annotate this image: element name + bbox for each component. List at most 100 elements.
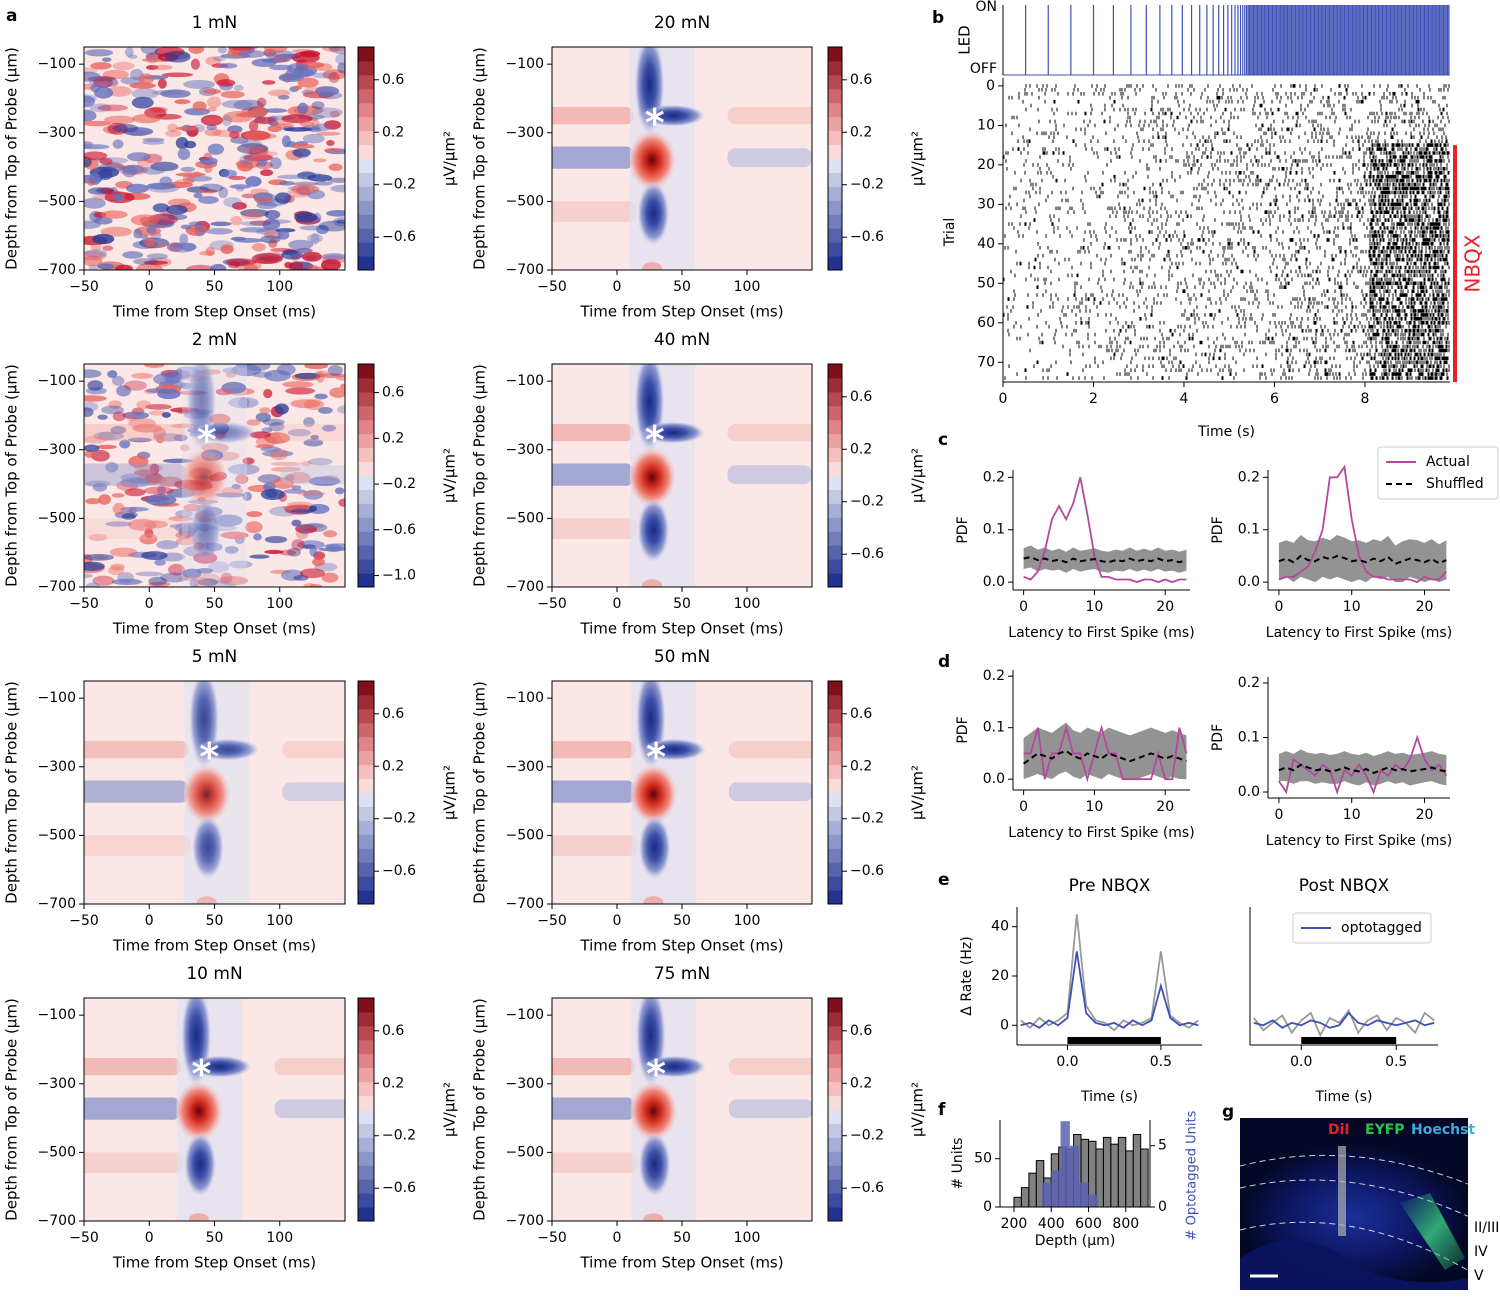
heatmap-texture	[205, 227, 233, 235]
y-tick-label: −100	[38, 1007, 76, 1023]
heatmap-texture	[243, 130, 271, 141]
x-tick-label: 20	[1156, 599, 1174, 615]
heatmap-blob	[642, 1055, 707, 1078]
heatmap-blob	[643, 896, 664, 904]
heatmap-texture	[218, 186, 229, 199]
heatmap-texture	[89, 76, 119, 88]
x-tick-label: 600	[1075, 1216, 1102, 1232]
heatmap-texture	[84, 220, 101, 229]
heatmap-texture	[165, 204, 188, 215]
colorbar-step	[358, 545, 374, 560]
y-tick-label: −300	[38, 442, 76, 458]
stimulus-bar	[1301, 1037, 1397, 1044]
heatmap-texture	[175, 126, 200, 131]
colorbar-step	[358, 1025, 374, 1041]
colorbar-step	[358, 862, 374, 877]
colorbar-step	[358, 750, 374, 766]
heatmap-blob	[192, 421, 257, 444]
heatmap-blob	[191, 815, 224, 880]
heatmap-texture	[236, 143, 269, 155]
colorbar-step	[828, 172, 842, 187]
heatmap-texture	[308, 476, 341, 486]
colorbar-step	[828, 377, 842, 393]
y-tick-label: 0.2	[382, 124, 404, 140]
colorbar-step	[828, 433, 842, 449]
x-axis-title: Time (s)	[1197, 424, 1255, 440]
heatmap-texture	[228, 175, 247, 180]
x-axis-title: Latency to First Spike (ms)	[1008, 625, 1194, 641]
colorbar-step	[358, 47, 374, 62]
heatmap-texture	[84, 444, 100, 452]
y2-axis-title: # Optotagged Units	[1185, 1110, 1200, 1240]
heatmap-texture	[228, 397, 259, 409]
heatmap-texture	[192, 101, 207, 111]
heatmap-texture	[301, 461, 312, 467]
heatmap-texture	[307, 189, 325, 200]
y-tick-label: −0.6	[382, 229, 416, 245]
heatmap-texture	[281, 250, 304, 260]
heatmap-texture	[297, 102, 309, 114]
colorbar-step	[358, 1109, 374, 1124]
y-axis-title: Depth from Top of Probe (μm)	[3, 681, 21, 904]
heatmap-blob	[194, 579, 215, 587]
heatmap-blob	[187, 1055, 252, 1078]
x-tick-label: 100	[734, 596, 761, 612]
heatmap-texture	[130, 214, 160, 226]
x-tick-label: 100	[734, 279, 761, 295]
heatmap-texture	[292, 185, 320, 194]
heatmap-texture	[122, 165, 137, 178]
heatmap-texture	[240, 208, 270, 218]
x-axis-title: Time from Step Onset (ms)	[579, 303, 783, 321]
colorbar-step	[358, 1123, 374, 1138]
chart-title: 20 mN	[654, 13, 710, 33]
heatmap-texture	[180, 444, 190, 452]
heatmap-texture	[160, 89, 191, 98]
colorbar-step	[828, 1165, 842, 1180]
heatmap-texture	[88, 533, 108, 542]
colorbar-step	[358, 806, 374, 821]
heatmap-band	[84, 1097, 181, 1120]
heatmap-texture	[257, 158, 268, 167]
y-axis-title: PDF	[1210, 724, 1226, 751]
heatmap-blob	[638, 815, 671, 880]
x-axis-title: Time (s)	[1080, 1089, 1138, 1105]
heatmap-texture	[119, 506, 149, 512]
heatmap-texture	[84, 369, 102, 379]
heatmap-texture	[136, 263, 163, 270]
heatmap-texture	[198, 195, 219, 204]
y-axis-title: # Units	[950, 1138, 966, 1190]
layer-boundary	[1240, 1179, 1468, 1217]
colorbar-step	[358, 228, 374, 243]
heatmap-texture	[304, 364, 329, 370]
heatmap-texture	[282, 381, 314, 388]
heatmap-texture	[112, 61, 135, 71]
x-tick-label: 20	[1416, 599, 1434, 615]
colorbar-step	[828, 764, 842, 780]
heatmap-texture	[264, 369, 291, 382]
colorbar-step	[358, 876, 374, 891]
heatmap-texture	[220, 90, 245, 99]
heatmap-texture	[112, 502, 126, 515]
x-tick-label: 0	[145, 913, 154, 929]
y-tick-label: −300	[38, 759, 76, 775]
heatmap-texture	[322, 47, 345, 52]
colorbar-frame	[827, 997, 843, 1222]
heatmap-texture	[228, 560, 253, 569]
y-tick-label: 0.6	[850, 72, 872, 88]
heatmap-texture	[243, 153, 274, 162]
x-tick-label: 0	[145, 1230, 154, 1246]
colorbar-step	[358, 1151, 374, 1166]
heatmap-texture	[228, 261, 241, 269]
heatmap-texture	[154, 47, 185, 58]
colorbar-step	[358, 214, 374, 229]
chart-title: 40 mN	[654, 330, 710, 350]
heatmap-texture	[128, 54, 138, 59]
y-tick-label: 0.2	[1238, 675, 1260, 691]
heatmap-texture	[245, 364, 271, 371]
heatmap-texture	[112, 139, 124, 149]
x-tick-label: 20	[1156, 799, 1174, 815]
heatmap-texture	[194, 225, 206, 237]
histogram-bar	[1079, 1182, 1089, 1207]
y-tick-label: −300	[506, 759, 544, 775]
heatmap-texture	[141, 166, 166, 175]
